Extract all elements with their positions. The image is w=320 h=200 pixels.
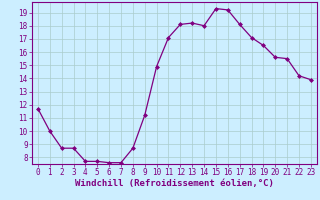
X-axis label: Windchill (Refroidissement éolien,°C): Windchill (Refroidissement éolien,°C) [75, 179, 274, 188]
